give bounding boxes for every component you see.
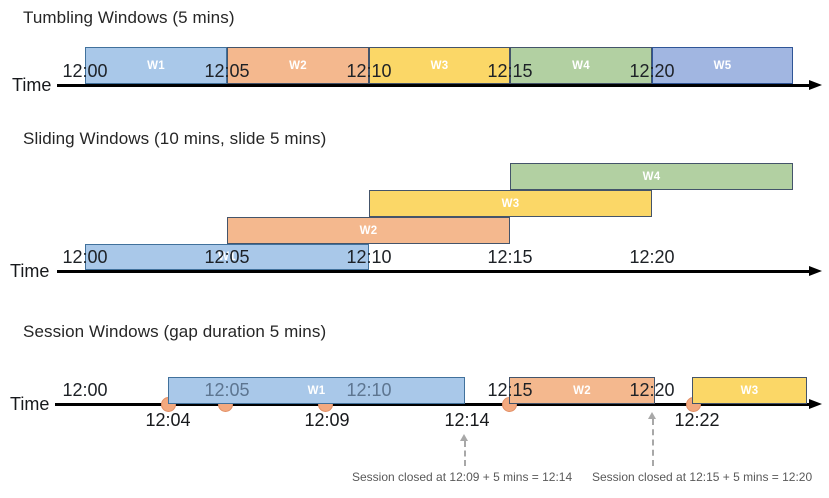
tumbling-tick-label: 12:05	[204, 61, 250, 81]
sliding-window-box-w3: W3	[369, 190, 652, 217]
tumbling-timeline-arrowhead-icon	[809, 80, 822, 90]
sliding-tick-label: 12:10	[346, 247, 392, 267]
tumbling-tick-label: 12:20	[629, 61, 675, 81]
sliding-tick-label: 12:15	[487, 247, 533, 267]
sliding-window-box-w1: W1	[85, 244, 369, 270]
sliding-timeline	[57, 270, 810, 273]
tumbling-window-box-w3: W3	[369, 47, 510, 84]
tumbling-section-title: Tumbling Windows (5 mins)	[23, 8, 235, 27]
sliding-window-label-w4: W4	[642, 170, 661, 183]
session-tick-label: 12:10	[346, 380, 392, 400]
tumbling-window-label-w2: W2	[289, 59, 307, 72]
annotation-arrow-up-icon	[647, 412, 656, 419]
annotation-arrow-shaft	[464, 441, 466, 466]
session-tick-label: 12:00	[62, 380, 108, 400]
session-closed-annotation: Session closed at 12:09 + 5 mins = 12:14	[352, 470, 573, 484]
tumbling-window-label-w3: W3	[430, 59, 449, 72]
sliding-window-label-w3: W3	[501, 197, 520, 210]
event-time-label: 12:09	[304, 410, 350, 430]
session-timeline-arrowhead-icon	[809, 399, 822, 409]
sliding-window-box-w2: W2	[227, 217, 510, 244]
session-window-label-w3: W3	[740, 384, 759, 397]
sliding-time-axis-label: Time	[10, 261, 50, 281]
session-timeline	[55, 403, 810, 406]
tumbling-tick-label: 12:10	[346, 61, 392, 81]
tumbling-window-box-w5: W5	[652, 47, 793, 84]
annotation-arrow-up-icon	[459, 434, 468, 441]
sliding-tick-label: 12:20	[629, 247, 675, 267]
session-window-label-w1: W1	[307, 384, 326, 397]
session-window-label-w2: W2	[573, 384, 591, 397]
sliding-tick-label: 12:05	[204, 247, 250, 267]
sliding-tick-label: 12:00	[62, 247, 108, 267]
sliding-timeline-arrowhead-icon	[809, 266, 822, 276]
tumbling-window-box-w2: W2	[227, 47, 369, 84]
event-time-label: 12:04	[145, 410, 191, 430]
tumbling-tick-label: 12:00	[62, 61, 108, 81]
session-window-box-w3: W3	[692, 377, 807, 404]
tumbling-time-axis-label: Time	[12, 75, 52, 95]
sliding-section-title: Sliding Windows (10 mins, slide 5 mins)	[23, 129, 327, 148]
session-window-box-w2: W2	[509, 377, 655, 404]
session-tick-label: 12:15	[487, 380, 533, 400]
session-section-title: Session Windows (gap duration 5 mins)	[23, 322, 327, 341]
sliding-window-label-w1: W1	[218, 251, 236, 263]
tumbling-window-label-w4: W4	[572, 59, 590, 72]
tumbling-window-box-w4: W4	[510, 47, 652, 84]
event-time-label: 12:14	[444, 410, 490, 430]
tumbling-window-label-w5: W5	[713, 59, 732, 72]
event-time-label: 12:22	[674, 410, 720, 430]
tumbling-timeline	[57, 84, 810, 87]
session-closed-annotation: Session closed at 12:15 + 5 mins = 12:20	[592, 470, 813, 484]
session-tick-label: 12:20	[629, 380, 675, 400]
sliding-window-label-w2: W2	[359, 224, 378, 237]
session-tick-label: 12:05	[204, 380, 250, 400]
session-time-axis-label: Time	[10, 394, 50, 414]
annotation-arrow-shaft	[652, 419, 654, 466]
sliding-window-box-w4: W4	[510, 163, 793, 190]
tumbling-window-box-w1: W1	[85, 47, 227, 84]
tumbling-window-label-w1: W1	[147, 59, 165, 72]
tumbling-tick-label: 12:15	[487, 61, 533, 81]
session-window-box-w1: W1	[168, 377, 465, 404]
